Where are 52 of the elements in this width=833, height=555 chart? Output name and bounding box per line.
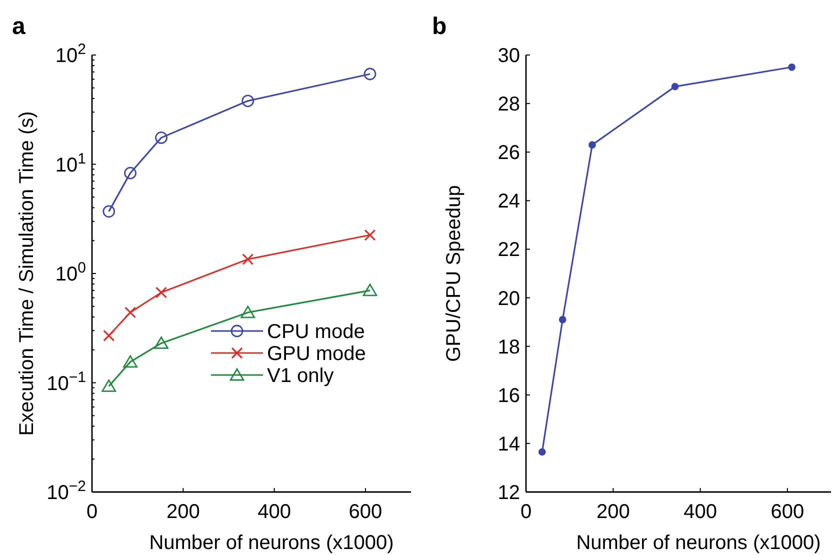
y-axis-title: GPU/CPU Speedup: [443, 185, 465, 362]
legend-label: GPU mode: [267, 343, 366, 365]
point: [102, 205, 116, 218]
x-tick-label: 0: [86, 501, 98, 523]
chart-title: b: [432, 13, 447, 40]
y-tick-label: 24: [498, 190, 520, 213]
point: [154, 336, 168, 349]
y-tick-label: 10$^{2}$: [55, 40, 86, 67]
point: [364, 229, 376, 241]
x-tick-label: 200: [166, 501, 200, 523]
legend-label: CPU mode: [267, 321, 365, 343]
y-tick-label: 22: [498, 239, 520, 262]
y-tick-label: 30: [498, 45, 520, 67]
point: [242, 253, 254, 266]
chart-title: a: [12, 13, 26, 40]
y-tick-label: 26: [498, 142, 520, 164]
x-axis-title: Number of neurons (x1000): [576, 532, 821, 554]
x-tick-label: 200: [596, 501, 630, 523]
point: [240, 306, 256, 318]
y-tick-label: 14: [498, 433, 520, 456]
x-tick-label: 400: [684, 501, 717, 523]
point: [155, 286, 168, 298]
y-tick-label: 10$^{−2}$: [46, 478, 86, 504]
y-tick-label: 28: [498, 94, 520, 116]
point: [242, 94, 254, 108]
point: [788, 63, 796, 71]
y-tick-label: 16: [498, 384, 520, 407]
point: [362, 284, 378, 296]
point: [538, 448, 546, 456]
point: [124, 306, 136, 318]
point: [103, 330, 115, 342]
y-axis-title: Execution Time / Simulation Time (s): [16, 111, 38, 436]
point: [102, 379, 116, 392]
point: [155, 132, 168, 144]
y-tick-label: 20: [498, 288, 520, 310]
point: [558, 316, 566, 324]
legend-label: V1 only: [267, 365, 334, 387]
y-tick-label: 10$^{−1}$: [46, 368, 86, 395]
point: [671, 82, 679, 90]
x-tick-label: 600: [770, 501, 804, 523]
x-tick-label: 0: [520, 501, 532, 523]
y-tick-label: 18: [498, 336, 520, 358]
y-tick-label: 10$^{0}$: [55, 259, 86, 286]
point: [123, 355, 138, 368]
x-axis-title: Number of neurons (x1000): [149, 532, 394, 554]
x-tick-label: 600: [348, 501, 382, 523]
x-tick-label: 400: [258, 501, 291, 523]
y-tick-label: 10$^{1}$: [55, 150, 86, 176]
point: [588, 141, 596, 149]
point: [364, 68, 376, 80]
point: [124, 166, 136, 180]
y-tick-label: 12: [498, 482, 520, 504]
